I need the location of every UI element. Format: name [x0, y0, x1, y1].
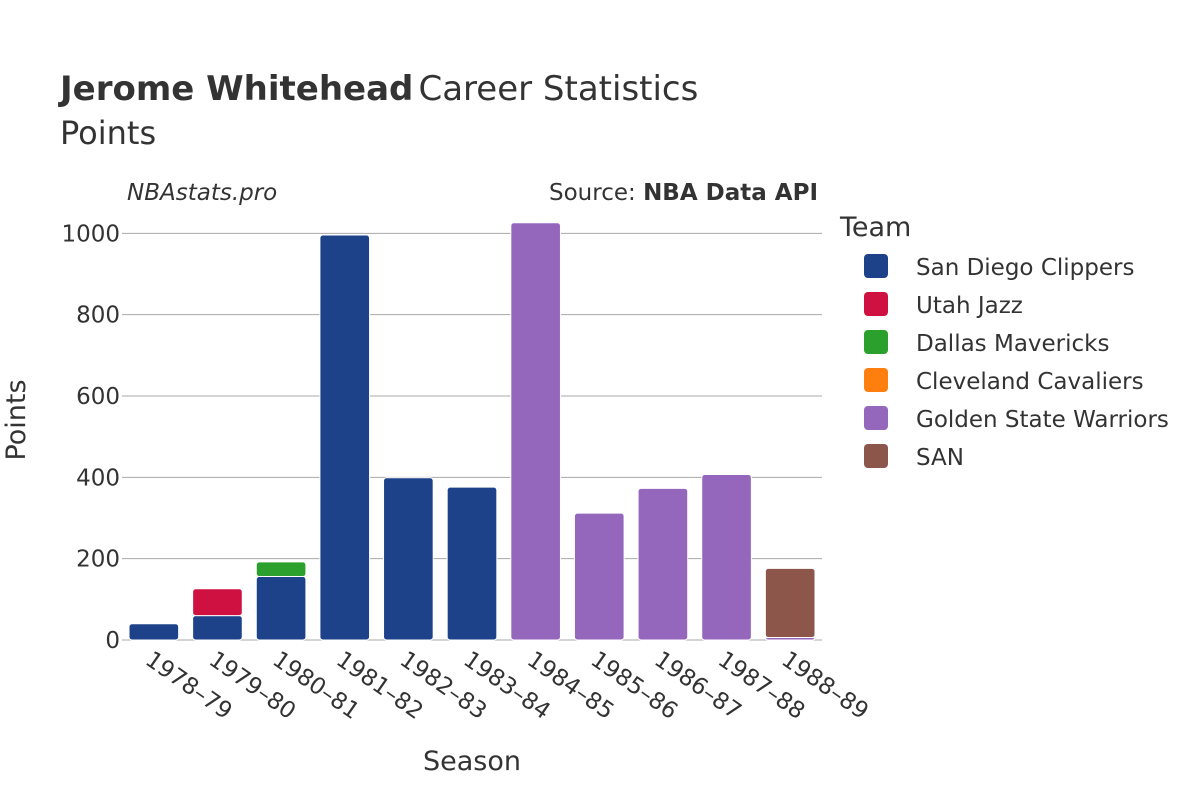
legend: San Diego Clippers Utah Jazz Dallas Maveri…: [864, 254, 1169, 471]
legend-title: Team: [839, 212, 911, 243]
legend-label: Cleveland Cavaliers: [916, 369, 1144, 395]
legend-label: Dallas Mavericks: [916, 331, 1109, 357]
x-axis-ticks: 1978–791979–801980–811981–821982–831983–…: [140, 647, 873, 725]
legend-label: Utah Jazz: [916, 293, 1023, 319]
bars: [128, 222, 816, 641]
legend-label: SAN: [916, 445, 964, 471]
bar-san: [764, 567, 816, 639]
bar-san-diego-clippers: [192, 615, 243, 641]
bar-golden-state-warriors: [510, 222, 561, 641]
x-axis-title: Season: [423, 746, 521, 777]
legend-swatch: [864, 292, 888, 316]
chart-subtitle: Points: [60, 114, 156, 152]
bar-san-diego-clippers: [128, 623, 180, 641]
y-tick-label: 0: [105, 628, 120, 654]
y-tick-label: 400: [76, 465, 120, 491]
y-tick-label: 600: [76, 384, 120, 410]
bar-san-diego-clippers: [255, 576, 307, 641]
chart-title-player: Jerome Whitehead: [58, 69, 413, 109]
y-axis-title: Points: [1, 379, 32, 460]
legend-label: Golden State Warriors: [916, 407, 1169, 433]
chart-title-rest: Career Statistics: [418, 69, 698, 109]
bar-golden-state-warriors: [573, 512, 625, 641]
legend-swatch: [864, 254, 888, 278]
source-prefix: Source:: [549, 180, 643, 206]
y-tick-label: 800: [76, 303, 120, 329]
y-axis-ticks: 0 200 400 600 800 1000: [61, 221, 120, 654]
bar-san-diego-clippers: [319, 234, 371, 641]
bar-san-diego-clippers: [383, 477, 434, 641]
legend-swatch: [864, 444, 888, 468]
bar-san-diego-clippers: [446, 486, 498, 641]
bar-golden-state-warriors: [637, 487, 689, 641]
source-label: Source: NBA Data API: [549, 180, 818, 206]
chart-title: Jerome Whitehead Career Statistics: [58, 69, 698, 109]
legend-label: San Diego Clippers: [916, 255, 1134, 281]
y-tick-label: 1000: [61, 221, 120, 247]
bar-dallas-mavericks: [255, 561, 307, 578]
source-name: NBA Data API: [643, 180, 818, 206]
brand-label: NBAstats.pro: [127, 180, 277, 206]
bar-utah-jazz: [192, 588, 243, 617]
y-tick-label: 200: [76, 547, 120, 573]
legend-swatch: [864, 368, 888, 392]
bar-golden-state-warriors: [701, 473, 752, 641]
legend-swatch: [864, 330, 888, 354]
legend-swatch: [864, 406, 888, 430]
